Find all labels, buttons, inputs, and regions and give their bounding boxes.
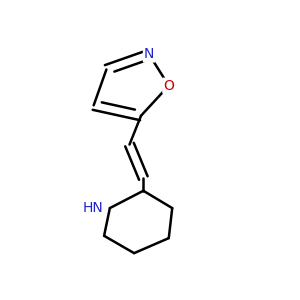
Text: O: O: [163, 79, 174, 93]
Text: N: N: [144, 47, 154, 61]
Text: HN: HN: [82, 201, 103, 215]
